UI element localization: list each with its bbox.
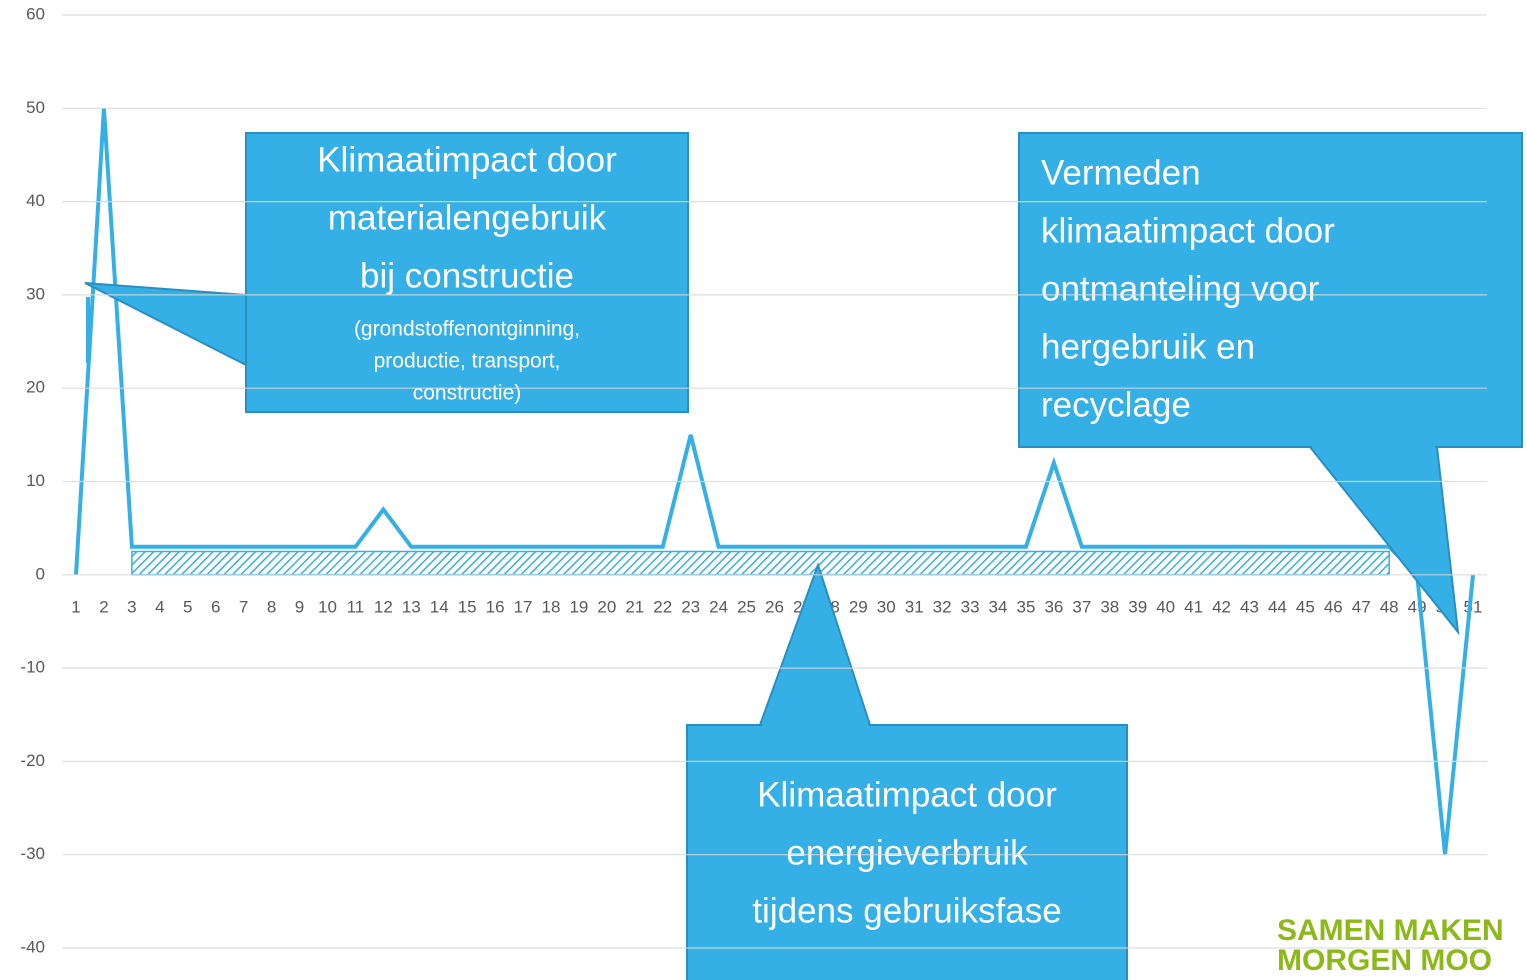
x-tick-label: 29 <box>849 597 868 616</box>
x-tick-label: 30 <box>877 597 896 616</box>
callout-subtext: constructie) <box>413 382 522 405</box>
x-tick-label: 36 <box>1044 597 1063 616</box>
callout-text: hergebruik en <box>1041 327 1255 366</box>
x-tick-label: 32 <box>933 597 952 616</box>
callout-seam <box>1312 444 1435 448</box>
callout-text: Klimaatimpact door <box>317 140 617 179</box>
y-tick-label: -20 <box>20 751 45 770</box>
hatched-area <box>131 550 1390 576</box>
x-tick-label: 34 <box>989 597 1008 616</box>
x-tick-label: 21 <box>625 597 644 616</box>
callout-text: Vermeden <box>1041 153 1201 192</box>
y-tick-label: -40 <box>20 937 45 956</box>
callout-pointer <box>758 561 872 726</box>
x-tick-label: 16 <box>486 597 505 616</box>
x-tick-label: 1 <box>71 597 80 616</box>
x-tick-label: 14 <box>430 597 449 616</box>
x-tick-label: 13 <box>402 597 421 616</box>
y-tick-label: 10 <box>26 471 45 490</box>
x-tick-label: 44 <box>1268 597 1287 616</box>
x-tick-label: 4 <box>155 597 164 616</box>
x-tick-label: 46 <box>1324 597 1343 616</box>
callout-text: klimaatimpact door <box>1041 211 1335 250</box>
x-tick-label: 2 <box>99 597 108 616</box>
x-tick-label: 47 <box>1352 597 1371 616</box>
y-tick-label: 30 <box>26 284 45 303</box>
x-tick-label: 26 <box>765 597 784 616</box>
callout-box <box>686 724 1128 980</box>
x-tick-label: 35 <box>1016 597 1035 616</box>
x-tick-label: 37 <box>1072 597 1091 616</box>
data-line <box>74 108 1475 855</box>
y-tick-label: 0 <box>36 564 45 583</box>
callout-text: materialengebruik <box>328 198 607 237</box>
x-tick-label: 7 <box>239 597 248 616</box>
x-tick-label: 48 <box>1380 597 1399 616</box>
y-tick-label: 50 <box>26 98 45 117</box>
x-tick-label: 17 <box>514 597 533 616</box>
callout-text: ontmanteling voor <box>1041 269 1320 308</box>
y-tick-label: 60 <box>26 4 45 23</box>
logo-text: SAMEN MAKEN <box>1277 914 1504 947</box>
callout-box <box>245 132 689 413</box>
x-tick-label: 18 <box>542 597 561 616</box>
x-tick-label: 10 <box>318 597 337 616</box>
x-tick-label: 3 <box>127 597 136 616</box>
x-tick-label: 9 <box>295 597 304 616</box>
x-tick-label: 22 <box>653 597 672 616</box>
x-tick-label: 15 <box>458 597 477 616</box>
x-tick-label: 39 <box>1128 597 1147 616</box>
callout-text: energieverbruik <box>786 833 1028 872</box>
callout-text: tijdens gebruiksfase <box>752 891 1061 930</box>
callout-text: Klimaatimpact door <box>757 775 1057 814</box>
x-tick-label: 19 <box>569 597 588 616</box>
callout-seam <box>86 297 90 363</box>
x-tick-label: 38 <box>1100 597 1119 616</box>
x-tick-label: 23 <box>681 597 700 616</box>
x-tick-label: 24 <box>709 597 728 616</box>
callout-seam <box>762 724 868 728</box>
x-tick-label: 43 <box>1240 597 1259 616</box>
x-tick-label: 42 <box>1212 597 1231 616</box>
x-tick-label: 11 <box>347 597 365 616</box>
x-tick-label: 8 <box>267 597 276 616</box>
x-tick-label: 41 <box>1184 597 1203 616</box>
callout-box <box>1018 132 1523 448</box>
x-tick-label: 49 <box>1408 597 1427 616</box>
y-tick-label: 20 <box>26 378 45 397</box>
x-tick-label: 25 <box>737 597 756 616</box>
callout-text: recyclage <box>1041 385 1191 424</box>
callout-text: bij constructie <box>360 256 574 295</box>
y-tick-label: 40 <box>26 191 45 210</box>
x-tick-label: 5 <box>183 597 192 616</box>
x-tick-label: 51 <box>1464 597 1483 616</box>
y-tick-label: -10 <box>20 658 45 677</box>
callout-subtext: productie, transport, <box>374 350 561 373</box>
x-tick-label: 6 <box>211 597 220 616</box>
callout-pointer <box>84 282 247 367</box>
x-tick-label: 20 <box>597 597 616 616</box>
x-tick-label: 12 <box>374 597 393 616</box>
x-tick-label: 45 <box>1296 597 1315 616</box>
logo-text: MORGEN MOO <box>1277 944 1492 977</box>
x-tick-label: 31 <box>905 597 924 616</box>
callout-subtext: (grondstoffenontginning, <box>354 318 580 341</box>
x-tick-label: 40 <box>1156 597 1175 616</box>
x-tick-label: 33 <box>961 597 980 616</box>
y-tick-label: -30 <box>20 844 45 863</box>
